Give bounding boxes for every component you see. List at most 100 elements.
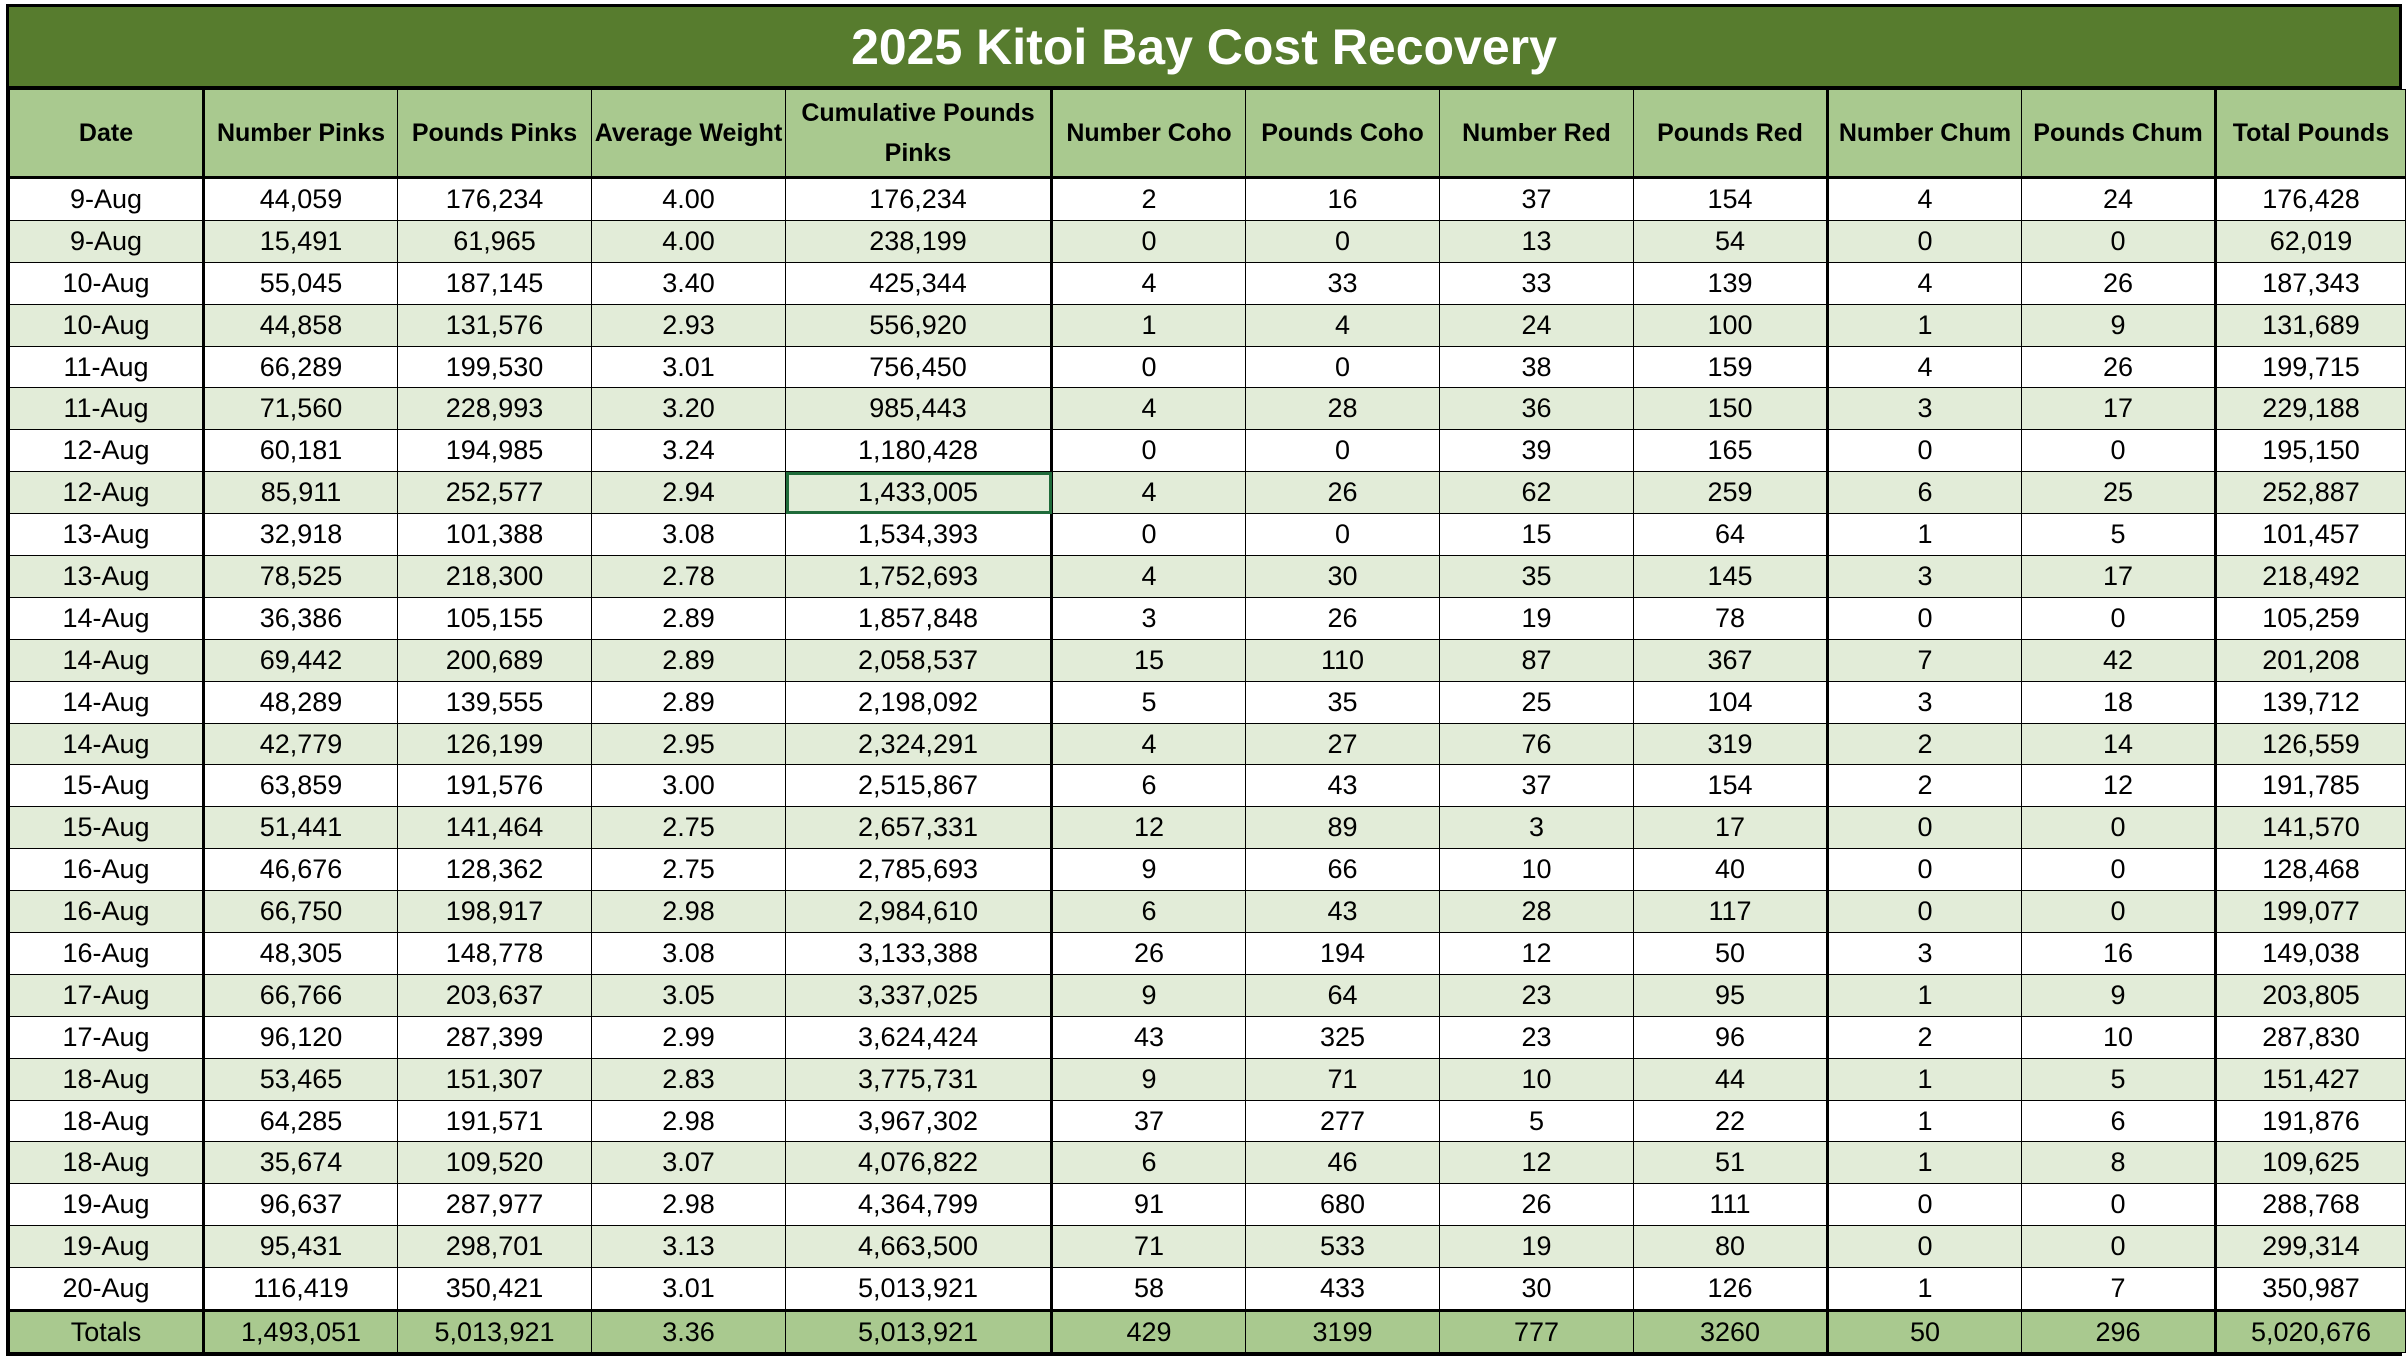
cell-pounds-chum[interactable]: 16 bbox=[2021, 932, 2217, 975]
cell-cumulative-pounds-pinks[interactable]: 756,450 bbox=[785, 345, 1053, 389]
cell-number-pinks[interactable]: 32,918 bbox=[203, 513, 398, 557]
cell-number-pinks[interactable]: 69,442 bbox=[203, 638, 398, 682]
cell-number-pinks[interactable]: 66,289 bbox=[203, 345, 398, 389]
cell-pounds-coho[interactable]: 680 bbox=[1245, 1183, 1440, 1227]
cell-pounds-pinks[interactable]: 131,576 bbox=[397, 303, 592, 347]
cell-pounds-red[interactable]: 367 bbox=[1633, 638, 1829, 682]
cell-cumulative-pounds-pinks[interactable]: 3,624,424 bbox=[785, 1015, 1053, 1059]
cell-pounds-red[interactable]: 51 bbox=[1633, 1141, 1829, 1185]
cell-pounds-coho[interactable]: 0 bbox=[1245, 345, 1440, 389]
cell-pounds-chum[interactable]: 0 bbox=[2021, 219, 2217, 263]
cell-average-weight[interactable]: 2.89 bbox=[591, 680, 786, 724]
cell-cumulative-pounds-pinks[interactable]: 425,344 bbox=[785, 261, 1053, 305]
total-number-chum[interactable]: 50 bbox=[1827, 1309, 2022, 1354]
cell-date[interactable]: 12-Aug bbox=[9, 429, 205, 473]
sheet-title[interactable]: 2025 Kitoi Bay Cost Recovery bbox=[9, 7, 2399, 89]
cell-number-chum[interactable]: 4 bbox=[1827, 345, 2022, 389]
cell-pounds-coho[interactable]: 66 bbox=[1245, 848, 1440, 892]
cell-date[interactable]: 11-Aug bbox=[9, 345, 205, 389]
cell-pounds-chum[interactable]: 6 bbox=[2021, 1099, 2217, 1143]
cell-number-pinks[interactable]: 48,305 bbox=[203, 932, 398, 975]
cell-pounds-chum[interactable]: 0 bbox=[2021, 1183, 2217, 1227]
cell-number-chum[interactable]: 0 bbox=[1827, 429, 2022, 473]
cell-cumulative-pounds-pinks[interactable]: 3,337,025 bbox=[785, 973, 1053, 1017]
total-total-pounds[interactable]: 5,020,676 bbox=[2215, 1309, 2406, 1354]
cell-average-weight[interactable]: 2.89 bbox=[591, 638, 786, 682]
cell-date[interactable]: 15-Aug bbox=[9, 806, 205, 850]
column-header-cumulative-pounds-pinks[interactable]: Cumulative Pounds Pinks bbox=[785, 89, 1053, 179]
cell-total-pounds[interactable]: 229,188 bbox=[2215, 387, 2406, 431]
cell-pounds-red[interactable]: 95 bbox=[1633, 973, 1829, 1017]
cell-number-coho[interactable]: 71 bbox=[1051, 1225, 1246, 1269]
total-average-weight[interactable]: 3.36 bbox=[591, 1309, 786, 1354]
cell-average-weight[interactable]: 2.83 bbox=[591, 1057, 786, 1101]
cell-average-weight[interactable]: 3.08 bbox=[591, 932, 786, 975]
cell-pounds-red[interactable]: 64 bbox=[1633, 513, 1829, 557]
cell-cumulative-pounds-pinks[interactable]: 3,967,302 bbox=[785, 1099, 1053, 1143]
cell-number-red[interactable]: 5 bbox=[1439, 1099, 1634, 1143]
cell-number-chum[interactable]: 1 bbox=[1827, 973, 2022, 1017]
cell-number-pinks[interactable]: 95,431 bbox=[203, 1225, 398, 1269]
cell-number-coho[interactable]: 6 bbox=[1051, 890, 1246, 934]
cell-total-pounds[interactable]: 191,785 bbox=[2215, 764, 2406, 808]
cell-number-pinks[interactable]: 44,858 bbox=[203, 303, 398, 347]
cell-date[interactable]: 11-Aug bbox=[9, 387, 205, 431]
cell-number-coho[interactable]: 0 bbox=[1051, 429, 1246, 473]
cell-cumulative-pounds-pinks[interactable]: 4,663,500 bbox=[785, 1225, 1053, 1269]
cell-number-coho[interactable]: 15 bbox=[1051, 638, 1246, 682]
cell-number-red[interactable]: 10 bbox=[1439, 848, 1634, 892]
cell-pounds-red[interactable]: 100 bbox=[1633, 303, 1829, 347]
cell-pounds-red[interactable]: 54 bbox=[1633, 219, 1829, 263]
cell-average-weight[interactable]: 2.98 bbox=[591, 1183, 786, 1227]
cell-number-pinks[interactable]: 46,676 bbox=[203, 848, 398, 892]
cell-number-red[interactable]: 62 bbox=[1439, 471, 1634, 515]
cell-pounds-chum[interactable]: 0 bbox=[2021, 848, 2217, 892]
cell-number-chum[interactable]: 6 bbox=[1827, 471, 2022, 515]
cell-date[interactable]: 16-Aug bbox=[9, 932, 205, 975]
cell-date[interactable]: 14-Aug bbox=[9, 722, 205, 766]
cell-number-chum[interactable]: 0 bbox=[1827, 806, 2022, 850]
cell-cumulative-pounds-pinks[interactable]: 2,657,331 bbox=[785, 806, 1053, 850]
cell-number-red[interactable]: 30 bbox=[1439, 1267, 1634, 1312]
cell-number-red[interactable]: 38 bbox=[1439, 345, 1634, 389]
cell-cumulative-pounds-pinks[interactable]: 556,920 bbox=[785, 303, 1053, 347]
cell-average-weight[interactable]: 2.95 bbox=[591, 722, 786, 766]
cell-total-pounds[interactable]: 176,428 bbox=[2215, 177, 2406, 221]
cell-pounds-chum[interactable]: 10 bbox=[2021, 1015, 2217, 1059]
cell-pounds-coho[interactable]: 35 bbox=[1245, 680, 1440, 724]
cell-date[interactable]: 17-Aug bbox=[9, 973, 205, 1017]
cell-cumulative-pounds-pinks[interactable]: 5,013,921 bbox=[785, 1267, 1053, 1312]
cell-date[interactable]: 14-Aug bbox=[9, 638, 205, 682]
cell-number-chum[interactable]: 4 bbox=[1827, 177, 2022, 221]
cell-number-chum[interactable]: 3 bbox=[1827, 680, 2022, 724]
cell-number-chum[interactable]: 0 bbox=[1827, 596, 2022, 640]
cell-number-pinks[interactable]: 96,637 bbox=[203, 1183, 398, 1227]
cell-pounds-red[interactable]: 159 bbox=[1633, 345, 1829, 389]
cell-cumulative-pounds-pinks[interactable]: 1,180,428 bbox=[785, 429, 1053, 473]
cell-number-pinks[interactable]: 15,491 bbox=[203, 219, 398, 263]
cell-pounds-pinks[interactable]: 148,778 bbox=[397, 932, 592, 975]
cell-number-coho[interactable]: 4 bbox=[1051, 722, 1246, 766]
cell-cumulative-pounds-pinks[interactable]: 2,324,291 bbox=[785, 722, 1053, 766]
cell-date[interactable]: 15-Aug bbox=[9, 764, 205, 808]
cell-number-chum[interactable]: 1 bbox=[1827, 513, 2022, 557]
cell-date[interactable]: 12-Aug bbox=[9, 471, 205, 515]
cell-pounds-chum[interactable]: 17 bbox=[2021, 387, 2217, 431]
cell-total-pounds[interactable]: 299,314 bbox=[2215, 1225, 2406, 1269]
cell-pounds-red[interactable]: 319 bbox=[1633, 722, 1829, 766]
cell-cumulative-pounds-pinks[interactable]: 3,133,388 bbox=[785, 932, 1053, 975]
cell-average-weight[interactable]: 2.94 bbox=[591, 471, 786, 515]
column-header-number-coho[interactable]: Number Coho bbox=[1051, 89, 1246, 179]
cell-number-pinks[interactable]: 71,560 bbox=[203, 387, 398, 431]
cell-number-coho[interactable]: 58 bbox=[1051, 1267, 1246, 1312]
cell-number-chum[interactable]: 0 bbox=[1827, 1225, 2022, 1269]
cell-pounds-coho[interactable]: 0 bbox=[1245, 219, 1440, 263]
cell-pounds-pinks[interactable]: 350,421 bbox=[397, 1267, 592, 1312]
cell-number-pinks[interactable]: 66,750 bbox=[203, 890, 398, 934]
cell-cumulative-pounds-pinks[interactable]: 4,076,822 bbox=[785, 1141, 1053, 1185]
cell-date[interactable]: 14-Aug bbox=[9, 680, 205, 724]
cell-number-red[interactable]: 15 bbox=[1439, 513, 1634, 557]
cell-pounds-coho[interactable]: 30 bbox=[1245, 555, 1440, 598]
cell-cumulative-pounds-pinks[interactable]: 2,515,867 bbox=[785, 764, 1053, 808]
cell-number-red[interactable]: 28 bbox=[1439, 890, 1634, 934]
